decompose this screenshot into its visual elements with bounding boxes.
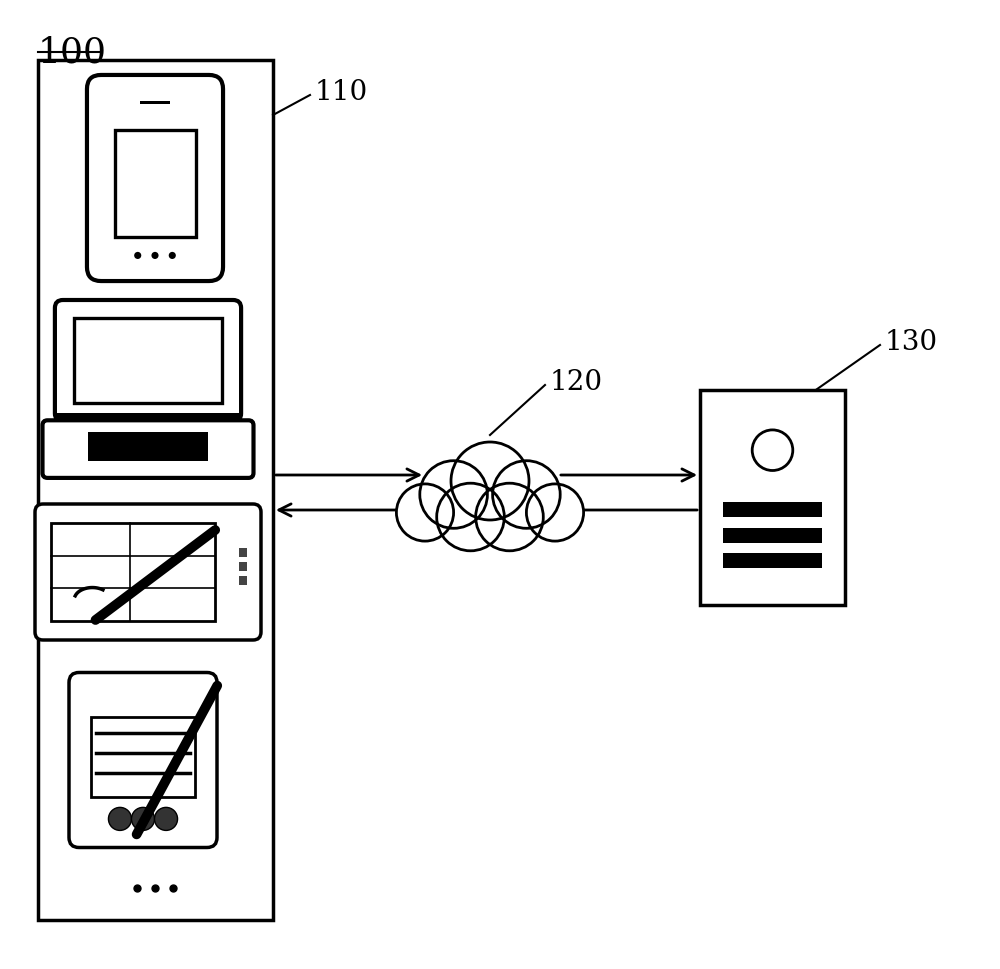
Circle shape	[151, 252, 159, 259]
FancyBboxPatch shape	[35, 504, 261, 640]
Bar	[239, 562, 247, 571]
Text: 100: 100	[38, 35, 107, 69]
Bar	[51, 523, 215, 621]
Circle shape	[169, 252, 176, 259]
Circle shape	[451, 442, 529, 520]
Bar	[114, 130, 196, 236]
Bar	[56, 414, 240, 425]
FancyBboxPatch shape	[69, 672, 217, 848]
Circle shape	[155, 807, 178, 830]
FancyBboxPatch shape	[42, 421, 254, 478]
Circle shape	[476, 484, 543, 550]
Bar	[38, 60, 273, 920]
Text: 130: 130	[885, 328, 938, 356]
FancyBboxPatch shape	[102, 90, 208, 266]
Bar	[700, 390, 845, 605]
Circle shape	[437, 484, 504, 550]
Circle shape	[493, 460, 560, 528]
Bar	[140, 101, 170, 105]
Bar	[239, 576, 247, 585]
Text: 120: 120	[550, 368, 603, 395]
Text: 110: 110	[315, 78, 368, 106]
Circle shape	[752, 430, 793, 471]
Bar	[239, 548, 247, 557]
Circle shape	[108, 807, 131, 830]
Bar	[88, 432, 208, 461]
FancyBboxPatch shape	[55, 300, 241, 422]
Bar	[91, 717, 195, 797]
Bar	[723, 553, 822, 569]
Bar	[74, 318, 222, 403]
Bar	[723, 502, 822, 516]
Circle shape	[131, 807, 155, 830]
Circle shape	[420, 460, 487, 528]
Circle shape	[134, 252, 141, 259]
Circle shape	[526, 484, 584, 541]
Circle shape	[396, 484, 454, 541]
Bar	[396, 486, 584, 556]
FancyBboxPatch shape	[87, 75, 223, 281]
Bar	[723, 527, 822, 543]
